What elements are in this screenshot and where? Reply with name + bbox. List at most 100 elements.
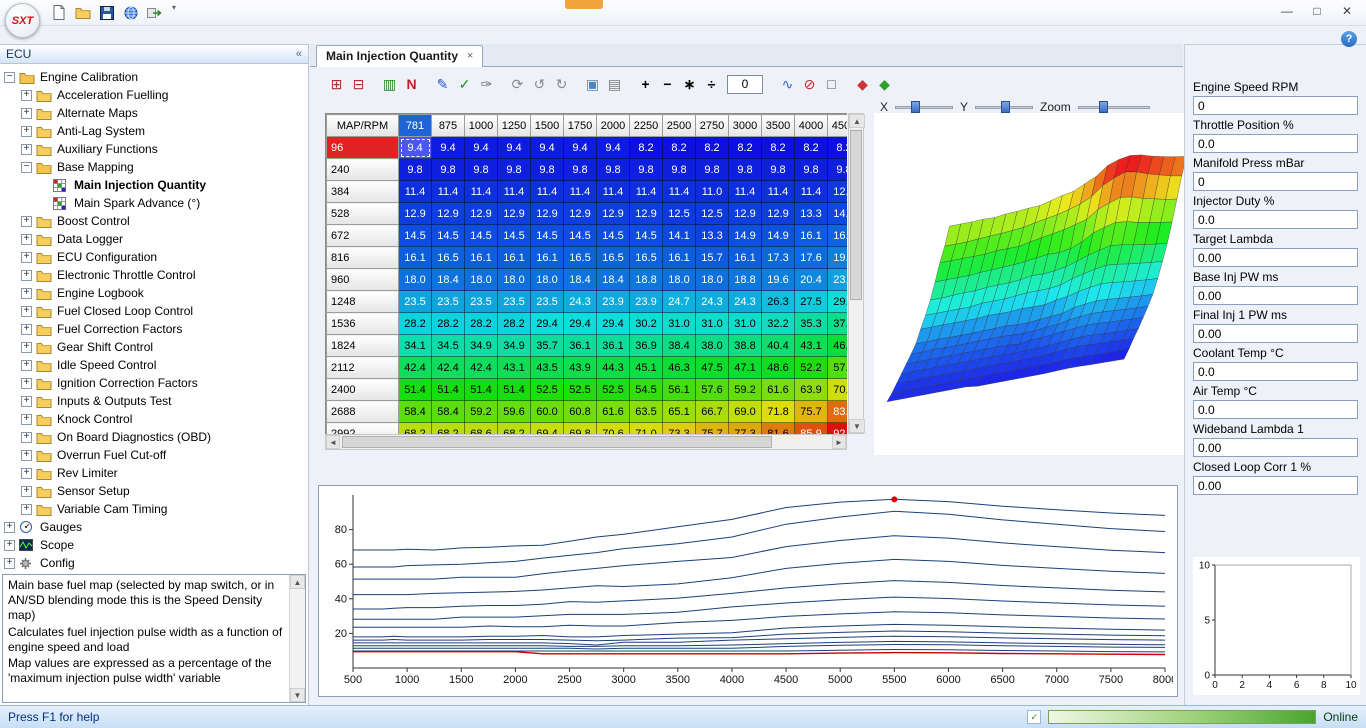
map-cell[interactable]: 11.4 <box>465 181 498 203</box>
gauge-value-coolant-temp-c[interactable] <box>1193 362 1358 381</box>
map-cell[interactable]: 47.1 <box>729 357 762 379</box>
divide-icon[interactable]: ÷ <box>701 74 722 95</box>
rpm-column-header[interactable]: 1500 <box>531 115 564 137</box>
tree-item-sensor-setup[interactable]: +Sensor Setup <box>0 482 308 500</box>
map-cell[interactable]: 9.8 <box>630 159 663 181</box>
map-cell[interactable]: 16.1 <box>729 247 762 269</box>
map-math-value-input[interactable] <box>727 75 763 94</box>
map-cell[interactable]: 52.5 <box>597 379 630 401</box>
gauge-value-air-temp-c[interactable] <box>1193 400 1358 419</box>
map-cell[interactable]: 43.9 <box>564 357 597 379</box>
expander-icon[interactable]: + <box>21 108 32 119</box>
map-cell[interactable]: 11.0 <box>696 181 729 203</box>
map-cell[interactable]: 16.5 <box>597 247 630 269</box>
map-cell[interactable]: 9.4 <box>597 137 630 159</box>
map-cell[interactable]: 16.1 <box>531 247 564 269</box>
map-cell[interactable]: 11.4 <box>762 181 795 203</box>
map-cell[interactable]: 14.5 <box>531 225 564 247</box>
map-cell[interactable]: 24.7 <box>663 291 696 313</box>
map-cell[interactable]: 28.2 <box>465 313 498 335</box>
expander-icon[interactable]: + <box>21 432 32 443</box>
map-cell[interactable]: 18.0 <box>696 269 729 291</box>
expander-icon[interactable]: + <box>21 414 32 425</box>
expander-icon[interactable]: + <box>21 252 32 263</box>
tree-item-variable-cam-timing[interactable]: +Variable Cam Timing <box>0 500 308 518</box>
map-cell[interactable]: 46.3 <box>828 335 848 357</box>
map-cell[interactable]: 38.4 <box>663 335 696 357</box>
gauge-value-closed-loop-corr-1[interactable] <box>1193 476 1358 495</box>
map-cell[interactable]: 63.5 <box>630 401 663 423</box>
map-cell[interactable]: 51.4 <box>432 379 465 401</box>
tree-item-gauges[interactable]: +Gauges <box>0 518 308 536</box>
map-cell[interactable]: 68.2 <box>399 423 432 435</box>
map-cell[interactable]: 37.6 <box>828 313 848 335</box>
map-cell[interactable]: 51.4 <box>399 379 432 401</box>
map-row-header[interactable]: 1536 <box>327 313 399 335</box>
slider-x[interactable] <box>895 100 953 114</box>
map-cell[interactable]: 23.5 <box>465 291 498 313</box>
map-cell[interactable]: 40.4 <box>762 335 795 357</box>
map-cell[interactable]: 9.8 <box>399 159 432 181</box>
tree-item-overrun-fuel-cut-off[interactable]: +Overrun Fuel Cut-off <box>0 446 308 464</box>
expander-icon[interactable]: + <box>21 324 32 335</box>
map-cell[interactable]: 38.0 <box>696 335 729 357</box>
map-row-header[interactable]: 528 <box>327 203 399 225</box>
map-cell[interactable]: 42.4 <box>465 357 498 379</box>
tree-item-auxiliary-functions[interactable]: +Auxiliary Functions <box>0 140 308 158</box>
tree-item-rev-limiter[interactable]: +Rev Limiter <box>0 464 308 482</box>
export-icon[interactable] <box>146 4 163 21</box>
map-cell[interactable]: 9.8 <box>564 159 597 181</box>
expander-icon[interactable]: + <box>21 378 32 389</box>
paste-icon[interactable]: ▤ <box>604 74 625 95</box>
tree-item-boost-control[interactable]: +Boost Control <box>0 212 308 230</box>
tree-item-knock-control[interactable]: +Knock Control <box>0 410 308 428</box>
tree-item-fuel-closed-loop-control[interactable]: +Fuel Closed Loop Control <box>0 302 308 320</box>
map-cell[interactable]: 43.5 <box>531 357 564 379</box>
edit-map-icon[interactable]: ✎ <box>432 74 453 95</box>
maximize-button[interactable]: □ <box>1302 1 1332 21</box>
tree-item-anti-lag-system[interactable]: +Anti-Lag System <box>0 122 308 140</box>
map-cell[interactable]: 29.8 <box>828 291 848 313</box>
map-cell[interactable]: 9.8 <box>762 159 795 181</box>
map-cell[interactable]: 12.5 <box>828 181 848 203</box>
scroll-up-icon[interactable]: ▲ <box>849 114 865 128</box>
map-cell[interactable]: 12.9 <box>432 203 465 225</box>
map-cell[interactable]: 23.9 <box>630 291 663 313</box>
map-cell[interactable]: 31.0 <box>696 313 729 335</box>
expander-icon[interactable]: + <box>21 216 32 227</box>
map-row-header[interactable]: 1824 <box>327 335 399 357</box>
map-cell[interactable]: 59.6 <box>498 401 531 423</box>
map-row-header[interactable]: 960 <box>327 269 399 291</box>
map-cell[interactable]: 69.4 <box>531 423 564 435</box>
map-cell[interactable]: 12.9 <box>465 203 498 225</box>
insert-axis-icon[interactable]: ▥ <box>379 74 400 95</box>
subtract-icon[interactable]: − <box>657 74 678 95</box>
expander-icon[interactable]: + <box>4 558 15 569</box>
map-cell[interactable]: 24.3 <box>564 291 597 313</box>
expander-icon[interactable]: + <box>21 450 32 461</box>
map-cell[interactable]: 60.0 <box>531 401 564 423</box>
expander-icon[interactable]: + <box>21 360 32 371</box>
map-cell[interactable]: 47.5 <box>696 357 729 379</box>
normalize-icon[interactable]: N <box>401 74 422 95</box>
rpm-column-header[interactable]: 1250 <box>498 115 531 137</box>
refresh-icon[interactable]: ⟳ <box>507 74 528 95</box>
map-cell[interactable]: 11.4 <box>531 181 564 203</box>
map-cell[interactable]: 11.4 <box>663 181 696 203</box>
hide-graph-icon[interactable]: ⊘ <box>799 74 820 95</box>
tree-item-idle-speed-control[interactable]: +Idle Speed Control <box>0 356 308 374</box>
map-cell[interactable]: 48.6 <box>762 357 795 379</box>
expander-icon[interactable]: + <box>21 486 32 497</box>
map-cell[interactable]: 61.6 <box>762 379 795 401</box>
map-cell[interactable]: 19.6 <box>828 247 848 269</box>
map-cell[interactable]: 9.8 <box>498 159 531 181</box>
map-cell[interactable]: 16.5 <box>432 247 465 269</box>
gauge-value-base-inj-pw-ms[interactable] <box>1193 286 1358 305</box>
map-cell[interactable]: 18.0 <box>498 269 531 291</box>
table-horizontal-scrollbar[interactable]: ◄ ► <box>325 434 847 450</box>
map-3d-surface[interactable] <box>874 145 1196 423</box>
map-cell[interactable]: 75.7 <box>795 401 828 423</box>
scrollbar-thumb[interactable] <box>342 436 772 448</box>
expander-icon[interactable]: + <box>21 126 32 137</box>
map-cell[interactable]: 14.5 <box>399 225 432 247</box>
